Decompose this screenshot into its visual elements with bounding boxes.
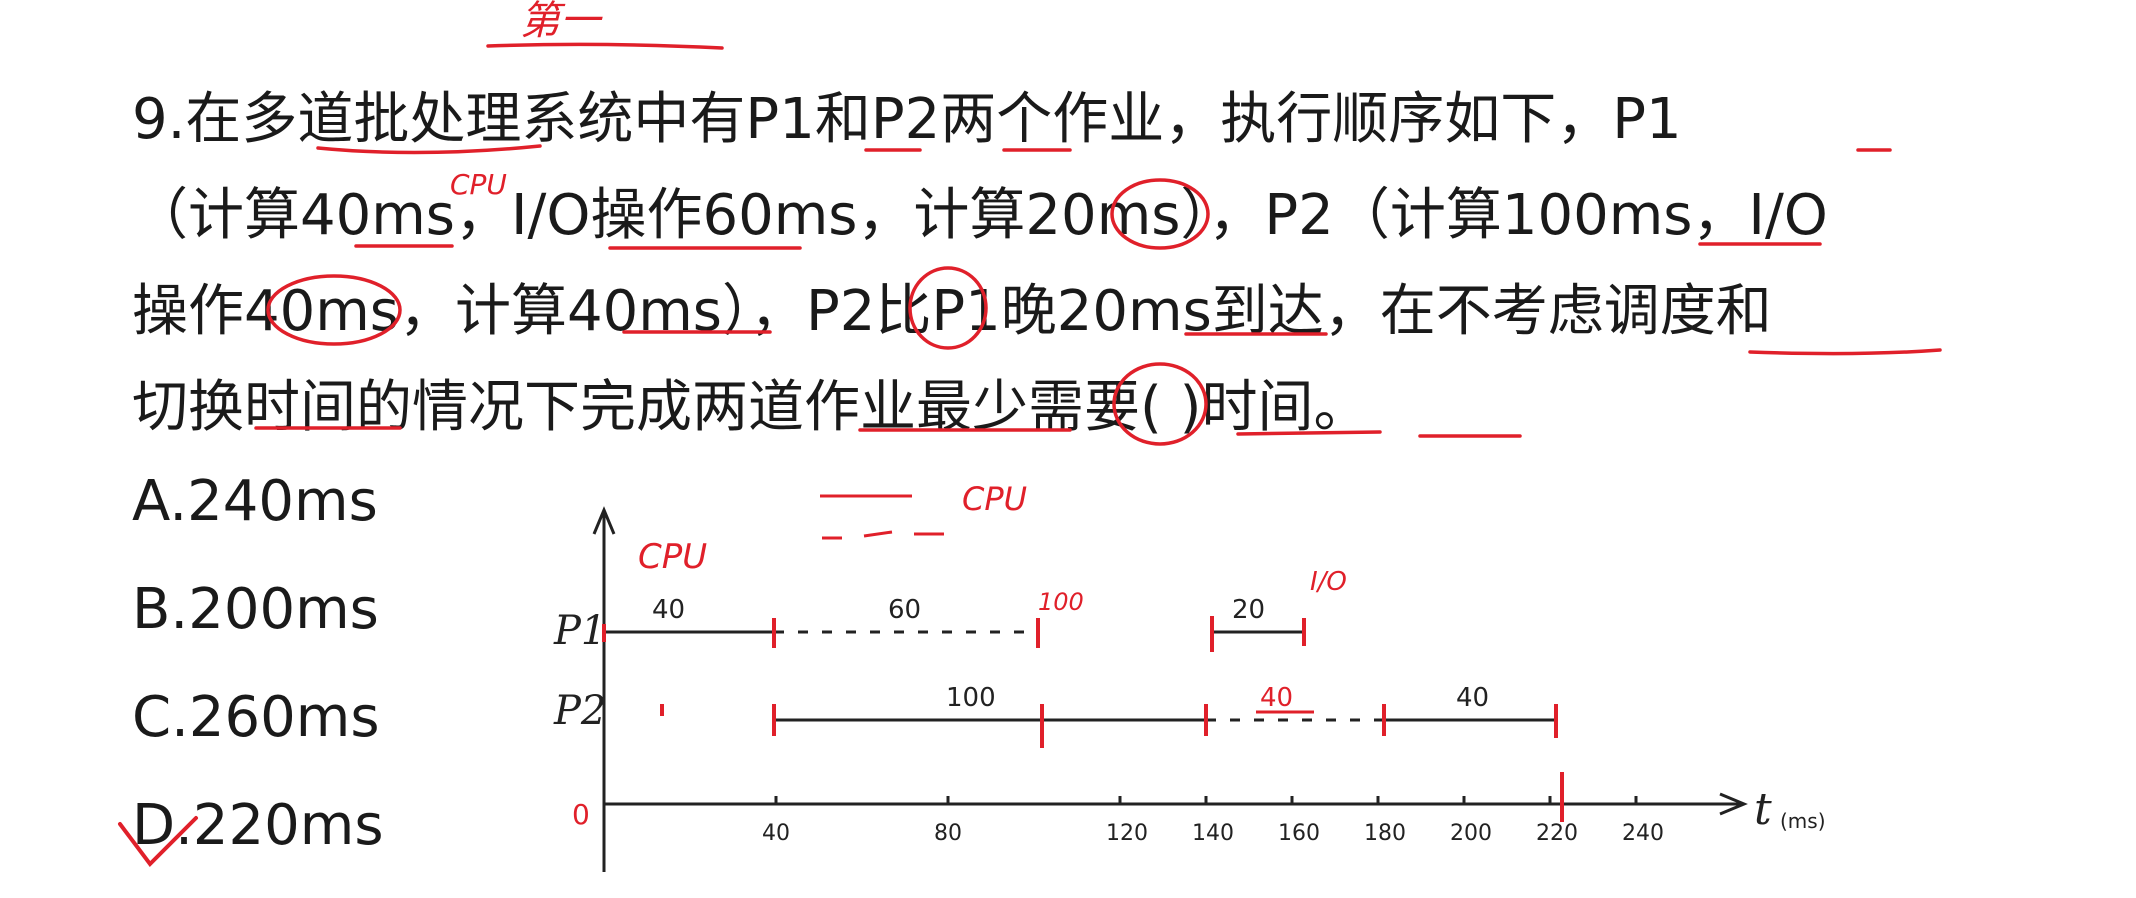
- option-c[interactable]: C.260ms: [132, 685, 380, 750]
- axis-tick-label: 200: [1450, 821, 1492, 846]
- annotation-top-note: 第一: [520, 0, 603, 44]
- timeline-diagram: P1 P2 0 40 80 120 140 160 180 200 220 240 t (ms)…: [553, 480, 1826, 872]
- row-label-p1: P1: [553, 608, 606, 654]
- p2-seg1-label: 100: [946, 683, 996, 713]
- question-line-4: 切换时间的情况下完成两道作业最少需要( )时间。: [132, 375, 1370, 440]
- question-text: 9.在多道批处理系统中有P1和P2两个作业，执行顺序如下，P1 （计算40ms，…: [132, 72, 2052, 456]
- vertical-axis-arrow: [592, 506, 616, 535]
- axis-tick-label: 180: [1364, 821, 1406, 846]
- origin-label: 0: [572, 798, 590, 831]
- axis-tick-label: 140: [1192, 821, 1234, 846]
- question-line-3: 操作40ms，计算40ms），P2比P1晚20ms到达，在不考虑调度和: [132, 279, 1772, 344]
- p1-seg1-label: 40: [652, 595, 685, 625]
- p2-seg3-label: 40: [1456, 683, 1489, 713]
- axis-tick-label: 220: [1536, 821, 1578, 846]
- time-axis-arrow: [1719, 792, 1748, 816]
- legend-strokes: [820, 494, 1314, 714]
- axis-title: t: [1754, 784, 1772, 835]
- axis-tick-label: 120: [1106, 821, 1148, 846]
- axis-tick-label: 240: [1622, 821, 1664, 846]
- diagram-annotations: CPU 100 I/O CPU: [638, 480, 1347, 616]
- io-note: I/O: [1310, 567, 1347, 597]
- p1-cpu-note: CPU: [638, 537, 707, 577]
- p1-seg3-label: 20: [1232, 595, 1265, 625]
- axis-tick-label: 80: [934, 821, 962, 846]
- row-label-p2: P2: [553, 688, 606, 734]
- p1-end-note: 100: [1038, 588, 1084, 616]
- boundary-marks: [602, 616, 1564, 822]
- legend-cpu-note: CPU: [962, 480, 1027, 518]
- option-d[interactable]: D.220ms: [132, 793, 384, 858]
- question-line-2: （计算40ms，I/O操作60ms，计算20ms），P2（计算100ms，I/O: [132, 183, 1828, 248]
- question-line-1: 9.在多道批处理系统中有P1和P2两个作业，执行顺序如下，P1: [132, 87, 1682, 152]
- axis-ticks: 40 80 120 140 160 180 200 220 240: [762, 796, 1664, 846]
- option-b[interactable]: B.200ms: [132, 577, 379, 642]
- axis-unit: (ms): [1780, 809, 1826, 833]
- p1-seg2-label: 60: [888, 595, 921, 625]
- option-a[interactable]: A.240ms: [132, 469, 378, 534]
- p2-seg2-label: 40: [1260, 683, 1293, 713]
- axis-tick-label: 40: [762, 821, 790, 846]
- axis-tick-label: 160: [1278, 821, 1320, 846]
